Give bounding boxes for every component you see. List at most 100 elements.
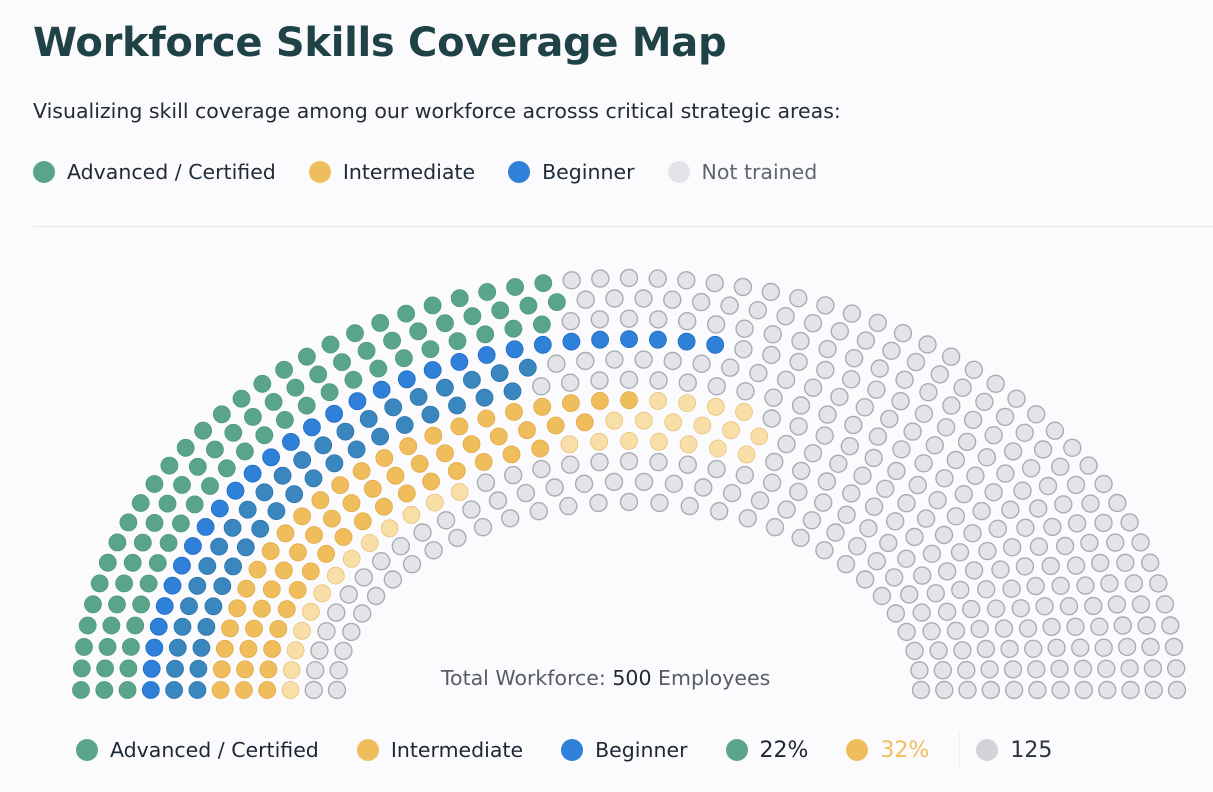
employee-dot-beginner_bright xyxy=(142,659,161,678)
employee-dot-grey xyxy=(906,352,926,372)
employee-dot-beginner_bright xyxy=(505,340,524,359)
employee-dot-intermediate xyxy=(474,452,493,471)
employee-dot-grey xyxy=(876,479,895,498)
employee-dot-grey xyxy=(946,450,965,470)
employee-dot-advanced xyxy=(275,410,294,429)
employee-dot-intermediate xyxy=(305,526,323,544)
employee-dot-grey xyxy=(1166,659,1186,678)
employee-dot-grey xyxy=(413,523,432,542)
employee-dot-grey xyxy=(903,422,922,441)
employee-dot-grey xyxy=(1045,421,1065,440)
employee-dot-grey xyxy=(988,519,1007,538)
employee-dot-grey xyxy=(663,290,682,309)
employee-dot-grey xyxy=(872,586,892,606)
employee-dot-grey xyxy=(476,473,496,492)
employee-dot-grey xyxy=(882,341,901,360)
employee-dot-beginner_bright xyxy=(706,335,725,354)
employee-dot-grey xyxy=(748,301,767,320)
not-trained-stat-dot-icon xyxy=(976,739,999,761)
beginner-swatch-icon xyxy=(508,161,531,183)
employee-dot-grey xyxy=(473,518,493,537)
employee-dot-grey xyxy=(605,289,624,308)
employee-dot-beginner xyxy=(166,659,184,678)
employee-dot-grey xyxy=(353,604,372,623)
employee-dot-beginner xyxy=(188,681,207,699)
employee-dot-advanced xyxy=(394,349,413,368)
employee-dot-grey xyxy=(1164,637,1184,657)
employee-dot-intermediate_light xyxy=(293,621,311,640)
employee-dot-advanced xyxy=(194,421,213,440)
employee-dot-grey xyxy=(1131,595,1151,614)
employee-dot-advanced xyxy=(126,616,145,635)
employee-dot-advanced xyxy=(132,595,151,614)
employee-dot-intermediate xyxy=(375,449,394,467)
employee-dot-grey xyxy=(576,290,595,309)
employee-dot-grey xyxy=(1144,680,1163,700)
employee-dot-grey xyxy=(763,325,782,344)
employee-dot-grey xyxy=(844,349,864,368)
not-trained-swatch-icon xyxy=(667,161,690,183)
employee-dot-grey xyxy=(870,359,889,378)
employee-dot-grey xyxy=(953,641,972,660)
employee-dot-grey xyxy=(954,485,973,504)
employee-dot-grey xyxy=(856,570,875,589)
employee-dot-grey xyxy=(887,461,906,481)
employee-dot-advanced xyxy=(448,332,467,351)
employee-dot-intermediate xyxy=(261,542,280,560)
employee-dot-beginner xyxy=(168,638,187,657)
employee-dot-grey xyxy=(914,454,933,473)
employee-dot-intermediate xyxy=(262,580,281,599)
employee-dot-intermediate xyxy=(228,599,247,618)
employee-dot-intermediate xyxy=(215,639,234,658)
employee-dot-beginner_bright xyxy=(141,681,160,699)
employee-dot-advanced xyxy=(98,553,117,572)
advanced-swatch-icon xyxy=(76,739,98,761)
employee-dot-grey xyxy=(868,313,887,333)
employee-dot-intermediate_light xyxy=(620,431,638,450)
employee-dot-grey xyxy=(1076,576,1095,595)
employee-dot-grey xyxy=(879,533,898,553)
employee-dot-beginner_bright xyxy=(155,597,174,615)
employee-dot-grey xyxy=(897,494,916,513)
employee-dot-grey xyxy=(707,459,726,479)
employee-dot-intermediate xyxy=(334,528,353,546)
employee-dot-grey xyxy=(1028,499,1048,518)
employee-dot-intermediate_light xyxy=(360,534,379,552)
employee-dot-grey xyxy=(844,415,863,435)
employee-dot-advanced xyxy=(321,335,340,354)
employee-dot-grey xyxy=(1028,680,1047,700)
employee-dot-beginner xyxy=(518,358,537,377)
employee-dot-grey xyxy=(545,478,564,497)
employee-dot-advanced xyxy=(476,325,495,344)
employee-dot-beginner xyxy=(448,396,466,415)
employee-dot-grey xyxy=(905,641,924,661)
employee-dot-grey xyxy=(803,444,823,463)
employee-dot-grey xyxy=(562,271,581,290)
employee-dot-intermediate_light xyxy=(737,445,756,464)
employee-dot-grey xyxy=(777,434,796,454)
employee-dot-intermediate xyxy=(293,507,312,526)
employee-dot-beginner_bright xyxy=(649,330,667,349)
stat-separator xyxy=(959,733,961,767)
employee-dot-grey xyxy=(789,352,808,372)
employee-dot-grey xyxy=(791,396,811,415)
employee-dot-intermediate xyxy=(399,437,418,456)
employee-dot-grey xyxy=(1080,533,1099,553)
employee-dot-grey xyxy=(1066,475,1086,495)
employee-dot-grey xyxy=(1027,660,1046,679)
employee-dot-grey xyxy=(1018,619,1038,638)
employee-dot-grey xyxy=(736,382,755,401)
employee-dot-grey xyxy=(590,310,609,329)
total-suffix: Employees xyxy=(658,666,771,690)
employee-dot-grey xyxy=(933,661,952,680)
employee-dot-advanced xyxy=(253,374,272,393)
employee-dot-grey xyxy=(891,392,910,411)
employee-dot-grey xyxy=(886,512,905,531)
employee-dot-advanced xyxy=(371,313,390,332)
employee-dot-grey xyxy=(692,354,711,373)
employee-dot-grey xyxy=(938,562,957,581)
employee-dot-beginner xyxy=(409,387,428,406)
employee-dot-advanced xyxy=(217,459,236,478)
employee-dot-intermediate xyxy=(211,681,230,699)
employee-dot-grey xyxy=(1094,474,1113,494)
